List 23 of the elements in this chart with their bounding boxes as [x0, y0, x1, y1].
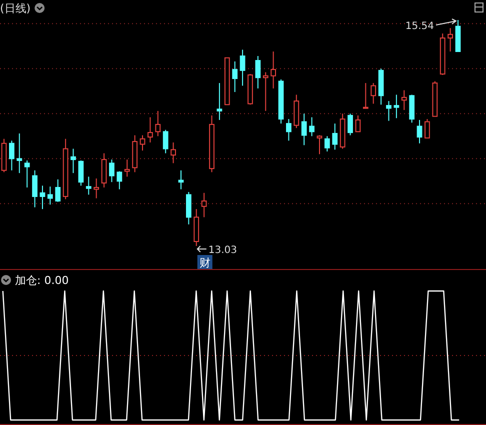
candlestick [301, 113, 307, 146]
candlestick [448, 28, 453, 52]
text: 财 [199, 256, 210, 270]
annotation: 13.03 [208, 245, 238, 256]
candlestick [232, 60, 238, 93]
candlestick [9, 140, 14, 171]
annotation: 15.54 [405, 21, 434, 32]
candlestick [240, 49, 246, 86]
candlestick [216, 82, 222, 120]
candlestick [270, 51, 276, 89]
candlestick [201, 192, 207, 218]
candlestick [262, 72, 268, 112]
chart-title: (日线) [0, 2, 31, 15]
candlestick [394, 94, 400, 119]
chart-title: 加仓: 0.00 [15, 274, 69, 287]
candlestick [401, 90, 407, 111]
candlestick [16, 132, 22, 174]
candlestick [40, 185, 46, 210]
candlestick [32, 170, 38, 208]
candlestick [170, 142, 176, 164]
candlestick [70, 148, 76, 174]
candlestick [94, 178, 100, 199]
candlestick [148, 116, 153, 143]
